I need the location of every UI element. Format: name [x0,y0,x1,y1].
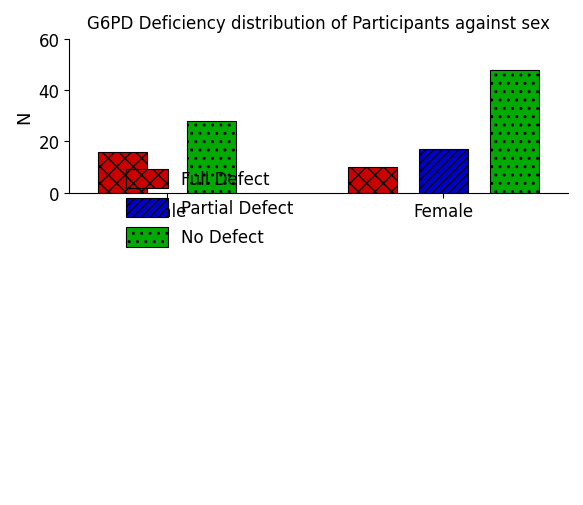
Bar [187,122,236,193]
Bar [490,71,539,193]
Legend: Full Defect, Partial Defect, No Defect: Full Defect, Partial Defect, No Defect [118,161,301,256]
Y-axis label: N: N [15,110,33,123]
Bar [419,150,468,193]
Title: G6PD Deficiency distribution of Participants against sex: G6PD Deficiency distribution of Particip… [87,15,550,33]
Bar [99,153,147,193]
Bar [347,168,396,193]
